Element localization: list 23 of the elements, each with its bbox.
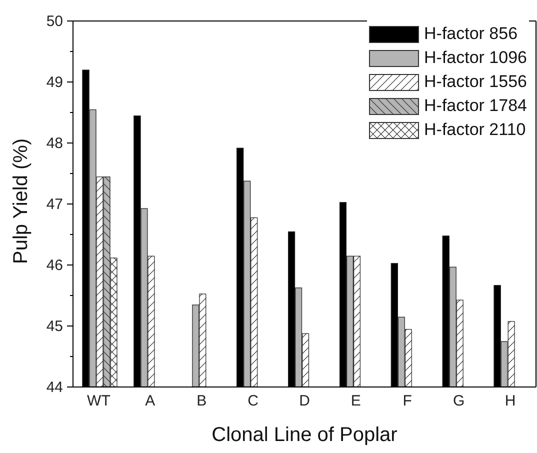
x-tick-label: WT — [87, 392, 110, 410]
x-tick-label: C — [248, 392, 259, 410]
y-axis-title: Pulp Yield (%) — [10, 138, 32, 264]
x-tick-label: G — [452, 392, 465, 410]
x-axis-title: Clonal Line of Poplar — [212, 424, 398, 446]
y-tick-label: 45 — [46, 318, 63, 335]
y-tick-label: 49 — [46, 74, 63, 91]
y-tick-label: 46 — [46, 257, 63, 274]
x-tick-label: B — [196, 392, 207, 410]
x-tick-label: A — [145, 392, 156, 410]
legend-label: H-factor 856 — [424, 24, 518, 44]
x-tick-label: H — [504, 392, 516, 410]
y-tick-label: 50 — [46, 13, 63, 30]
legend-label: H-factor 1096 — [424, 48, 527, 68]
legend-label: H-factor 1784 — [424, 96, 527, 116]
x-tick-label: D — [299, 392, 310, 410]
legend-label: H-factor 2110 — [424, 120, 526, 140]
x-tick-label: E — [350, 392, 361, 410]
y-tick-label: 47 — [46, 196, 63, 213]
y-tick-label: 48 — [46, 135, 63, 152]
x-tick-label: F — [402, 392, 412, 410]
y-tick-label: 44 — [46, 379, 63, 396]
legend-label: H-factor 1556 — [424, 72, 527, 92]
